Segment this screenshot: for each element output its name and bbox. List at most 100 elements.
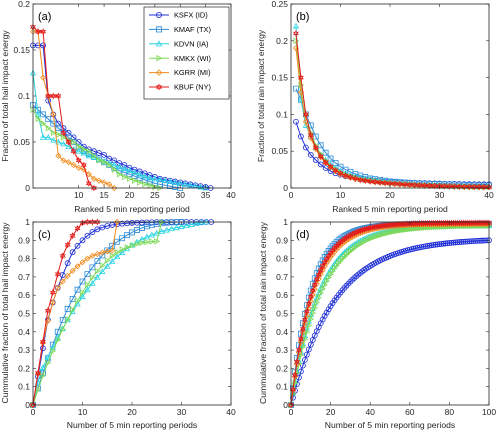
data-point	[319, 257, 326, 264]
legend-label: KGRR (MI)	[174, 68, 211, 77]
data-point	[299, 325, 306, 333]
series-line	[290, 222, 490, 406]
data-point	[55, 131, 62, 138]
data-point	[171, 179, 179, 185]
data-point	[178, 219, 185, 225]
data-point	[357, 176, 364, 184]
data-point	[461, 183, 468, 191]
data-point	[312, 133, 319, 140]
y-tick-label: 0	[283, 400, 288, 410]
data-point	[74, 242, 81, 249]
data-point	[333, 242, 340, 250]
legend-entry: KDVN (IA)	[149, 39, 209, 48]
data-point	[466, 238, 473, 245]
data-point	[303, 351, 310, 358]
data-point	[357, 227, 364, 235]
data-point	[50, 111, 57, 118]
data-point	[311, 281, 318, 289]
x-tick-label: 10	[74, 190, 84, 200]
panel-a-ticks: 10 15 20 25 30 35 40 0 0.05 0.1 0.15 0.2	[13, 0, 236, 200]
x-tick-label: 20	[326, 407, 336, 417]
panel-d: 0 20 40 60 80 100 0 0.1 0.2 0.3 0.4 0.5 0.6 0.7 0.8 0.9…	[258, 217, 496, 430]
data-point	[188, 221, 195, 227]
data-point	[474, 237, 481, 244]
data-point	[64, 241, 71, 249]
data-point	[91, 152, 98, 159]
data-point	[462, 238, 469, 245]
data-point	[65, 159, 72, 166]
data-point	[81, 146, 88, 153]
data-point	[89, 264, 96, 271]
data-point	[55, 336, 62, 344]
data-point	[480, 237, 486, 244]
data-point	[84, 255, 91, 262]
panel-c: 0 10 20 30 40 0 0.1 0.2 0.3 0.4 0.5 0.6 0.7 0.8 0.9 1 (…	[0, 217, 236, 430]
data-point	[139, 225, 145, 231]
data-point	[85, 179, 92, 187]
data-point	[317, 161, 324, 168]
panel-c-axes-frame	[32, 221, 232, 406]
panel-a-xlabel: Ranked 5 min reporting period	[74, 204, 190, 214]
data-point	[452, 239, 459, 246]
data-point	[298, 81, 305, 89]
y-tick-label: 0.6	[18, 290, 30, 300]
data-point	[126, 167, 133, 173]
x-tick-label: 80	[445, 407, 455, 417]
data-point	[337, 238, 344, 246]
data-point	[94, 218, 101, 226]
data-point	[49, 288, 56, 296]
data-point	[187, 181, 194, 188]
legend-marker	[155, 69, 163, 76]
data-point	[127, 175, 133, 182]
panel-a-ylabel: Fraction of total hail impact energy	[0, 30, 10, 162]
data-point	[104, 248, 111, 255]
data-point	[70, 147, 77, 155]
data-point	[35, 28, 42, 36]
data-point	[70, 161, 77, 169]
data-point	[307, 341, 314, 348]
data-point	[69, 267, 76, 274]
data-point	[116, 160, 123, 167]
data-point	[40, 372, 47, 379]
data-point	[50, 92, 57, 100]
data-point	[101, 151, 107, 158]
data-point	[59, 317, 66, 323]
data-point	[86, 148, 93, 155]
y-tick-label: 0.25	[271, 0, 288, 9]
series-line	[290, 225, 490, 406]
panel-d-xlabel: Number of 5 min reporting periods	[325, 420, 455, 430]
data-point	[424, 243, 431, 249]
x-tick-label: 20	[125, 190, 135, 200]
series-line	[32, 109, 161, 189]
x-tick-label: 0	[289, 190, 294, 200]
x-tick-label: 10	[78, 407, 88, 417]
data-point	[84, 286, 91, 293]
series-kmaf	[30, 219, 185, 408]
legend-label: KBUF (NY)	[174, 83, 211, 92]
data-point	[99, 252, 106, 259]
data-point	[303, 308, 310, 316]
data-point	[418, 244, 425, 250]
data-point	[302, 144, 309, 151]
data-point	[40, 28, 47, 36]
data-point	[305, 346, 312, 353]
data-point	[301, 320, 308, 327]
data-point	[154, 238, 161, 245]
panel-b-axes-frame	[290, 3, 490, 189]
data-point	[481, 183, 488, 191]
data-point	[301, 316, 308, 324]
x-tick-label: 30	[177, 407, 187, 417]
data-point	[65, 143, 72, 149]
data-point	[148, 222, 155, 229]
data-point	[293, 358, 300, 366]
data-point	[34, 369, 41, 377]
data-point	[136, 170, 143, 177]
data-point	[337, 169, 344, 177]
series-line	[32, 26, 95, 189]
data-point	[80, 289, 86, 296]
panel-a: 10 15 20 25 30 35 40 0 0.05 0.1 0.15 0.2 (a) Ranked…	[0, 0, 236, 214]
panel-b-xlabel: Ranked 5 min reporting period	[332, 204, 448, 214]
x-tick-label: 40	[226, 407, 236, 417]
data-point	[466, 183, 473, 191]
data-point	[80, 149, 87, 156]
